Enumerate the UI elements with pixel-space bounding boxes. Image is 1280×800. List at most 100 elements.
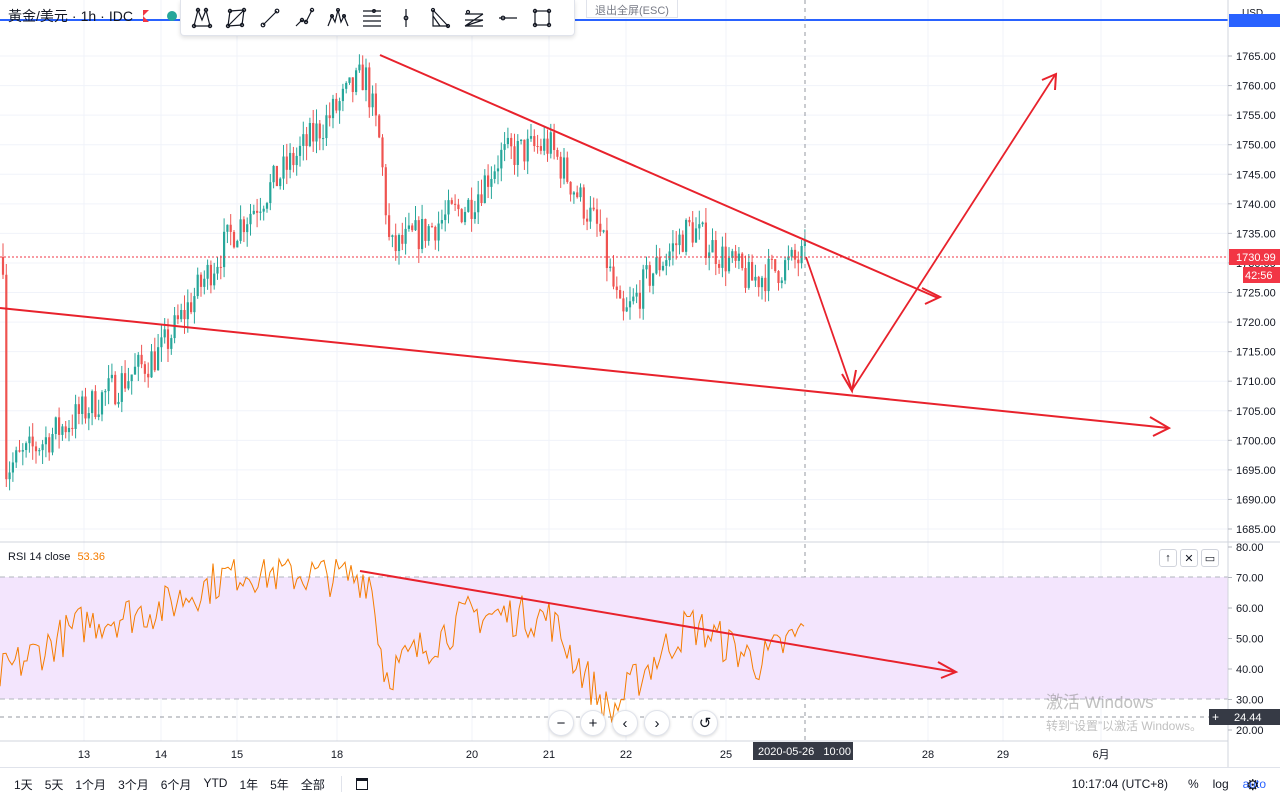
candle-body: [25, 443, 28, 451]
candle-body: [582, 187, 585, 219]
candle-body: [533, 136, 536, 147]
clock[interactable]: 10:17:04 (UTC+8): [1071, 777, 1168, 791]
candle-body: [424, 219, 427, 241]
rsi-trendline[interactable]: [359, 570, 956, 673]
rsi-label: RSI 14 close: [8, 551, 71, 563]
upper-trendline[interactable]: [379, 54, 939, 299]
candle-body: [652, 273, 655, 286]
candle-body: [107, 378, 110, 392]
close-pane-button[interactable]: ✕: [1180, 549, 1198, 567]
candle-body: [473, 212, 476, 219]
price-axis[interactable]: 1765.00 1760.00 1755.00 1750.00 1745.00 1740.…: [1228, 51, 1276, 536]
price-tick-label: 1720.00: [1236, 317, 1276, 329]
fan-lines-icon: [464, 9, 484, 27]
scroll-right-button[interactable]: ›: [644, 710, 670, 736]
lower-trendline[interactable]: [0, 307, 1169, 429]
reset-chart-button[interactable]: ↺: [692, 710, 718, 736]
candle-body: [572, 192, 575, 195]
rsi-legend[interactable]: RSI 14 close 53.36: [8, 551, 105, 563]
path-tool[interactable]: [287, 1, 321, 35]
candle-body: [262, 208, 265, 212]
candle-body: [335, 98, 338, 111]
candle-body: [34, 446, 38, 452]
candle-body: [348, 77, 351, 83]
zoom-in-button[interactable]: +: [580, 710, 606, 736]
date-range-list: 1天 5天 1个月 3个月 6个月 YTD 1年 5年 全部: [0, 776, 337, 793]
scroll-left-button[interactable]: ‹: [612, 710, 638, 736]
log-toggle[interactable]: log: [1212, 777, 1229, 791]
rsi-axis[interactable]: 80.00 70.00 60.00 50.00 40.00 30.00 20.00: [1228, 542, 1264, 737]
candle-body: [658, 257, 661, 271]
candle-body: [114, 374, 117, 405]
vertical-line-tool[interactable]: [389, 1, 423, 35]
fib-lines-tool[interactable]: [355, 1, 389, 35]
range-1m[interactable]: 1个月: [75, 777, 107, 792]
axis-toggles: 10:17:04 (UTC+8) % log auto: [1072, 777, 1280, 791]
candle-body: [97, 414, 100, 417]
candle-body: [292, 152, 295, 166]
time-axis[interactable]: 13 14 15 18 20 21 22 25 28 29 6月: [78, 749, 1110, 761]
exit-fullscreen-hint[interactable]: 退出全屏(ESC): [586, 0, 678, 18]
range-all[interactable]: 全部: [300, 777, 325, 792]
rsi-value: 53.36: [77, 551, 105, 563]
abcd-pattern-tool[interactable]: [423, 1, 457, 35]
xabcd-pattern-tool[interactable]: [185, 1, 219, 35]
candle-body: [536, 146, 539, 148]
move-pane-up-button[interactable]: ↑: [1159, 549, 1177, 567]
horizontal-ray-tool[interactable]: [491, 1, 525, 35]
symbol-info[interactable]: 黃金/美元 · 1h · IDC: [0, 0, 177, 32]
chart-canvas[interactable]: 1765.00 1760.00 1755.00 1750.00 1745.00 1740.…: [0, 0, 1280, 767]
auto-toggle[interactable]: auto: [1242, 777, 1266, 791]
rectangle-tool[interactable]: [525, 1, 559, 35]
range-5d[interactable]: 5天: [44, 777, 64, 792]
trend-line-tool[interactable]: [253, 1, 287, 35]
candles-layer: [1, 54, 806, 491]
candle-body: [5, 274, 8, 480]
annotation-drawings[interactable]: [0, 54, 1172, 679]
candle-body: [751, 262, 754, 281]
range-1d[interactable]: 1天: [14, 777, 33, 792]
time-tick-label: 15: [231, 749, 243, 761]
candle-body: [724, 246, 727, 272]
cypher-pattern-tool[interactable]: [219, 1, 253, 35]
candle-body: [553, 132, 556, 150]
candle-body: [467, 199, 470, 212]
rsi-tick-label: 20.00: [1236, 725, 1264, 737]
candle-body: [289, 152, 292, 170]
projection-up[interactable]: [851, 74, 1056, 391]
candle-body: [371, 93, 374, 108]
candle-body: [81, 396, 84, 414]
maximize-pane-button[interactable]: ▭: [1201, 549, 1219, 567]
vertical-line-icon: [403, 8, 409, 27]
symbol-interval[interactable]: 1h: [80, 8, 97, 24]
flag-icon[interactable]: [142, 10, 149, 22]
range-6m[interactable]: 6个月: [160, 777, 192, 792]
calendar-icon[interactable]: [355, 778, 368, 790]
fib-lines-icon: [363, 8, 381, 27]
range-ytd[interactable]: YTD: [203, 775, 228, 790]
fan-lines-tool[interactable]: [457, 1, 491, 35]
candle-body: [407, 225, 410, 229]
candle-body: [120, 373, 123, 402]
candle-body: [1, 257, 5, 275]
candle-body: [308, 123, 311, 147]
settings-icon[interactable]: ⚙: [1246, 777, 1260, 794]
candle-body: [698, 224, 701, 229]
range-1y[interactable]: 1年: [239, 777, 259, 792]
reset-icon: ↺: [698, 715, 712, 732]
head-shoulders-tool[interactable]: [321, 1, 355, 35]
zoom-out-button[interactable]: −: [548, 710, 574, 736]
percent-toggle[interactable]: %: [1187, 777, 1199, 791]
candle-body: [741, 253, 744, 269]
symbol-name[interactable]: 黃金/美元: [8, 8, 68, 24]
range-3m[interactable]: 3个月: [118, 777, 149, 792]
range-5y[interactable]: 5年: [270, 777, 289, 792]
projection-down[interactable]: [805, 256, 853, 391]
candle-body: [770, 258, 773, 260]
candle-body: [691, 222, 694, 243]
candle-body: [41, 444, 44, 451]
candle-body: [701, 222, 704, 225]
candle-body: [411, 225, 414, 231]
time-tick-label: 20: [466, 749, 478, 761]
candle-body: [87, 413, 90, 419]
